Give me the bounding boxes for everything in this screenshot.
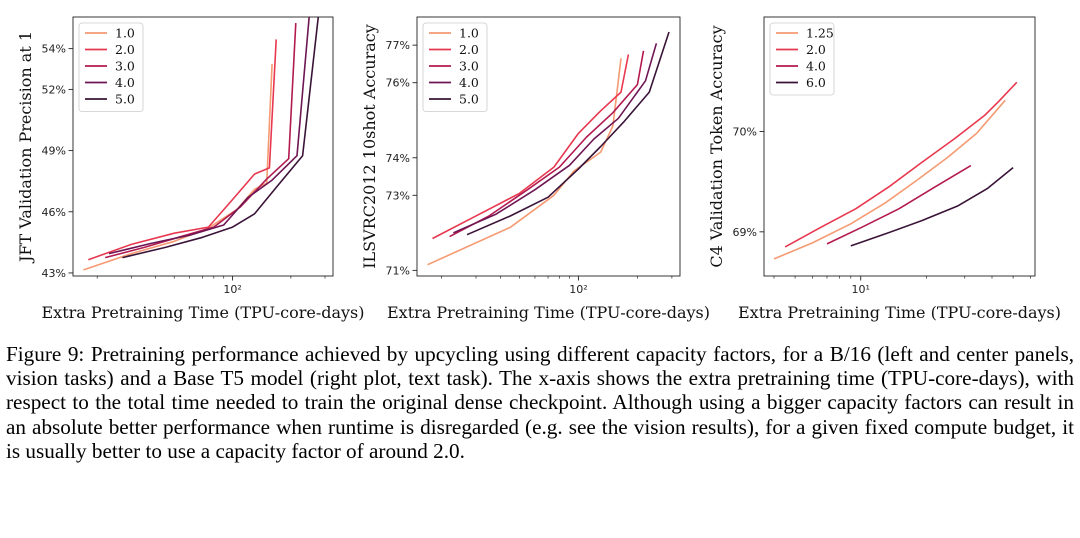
legend-label: 4.0	[115, 75, 135, 90]
series-line-3-0	[104, 23, 297, 259]
y-tick-label: 71%	[386, 264, 410, 277]
legend-label: 1.0	[459, 26, 479, 41]
x-axis-label: Extra Pretraining Time (TPU-core-days)	[387, 303, 710, 322]
y-tick-label: 70%	[733, 125, 757, 138]
y-tick-label: 73%	[386, 189, 410, 202]
legend-label: 1.25	[806, 26, 834, 41]
y-tick-label: 43%	[42, 267, 66, 280]
legend-label: 3.0	[115, 59, 135, 74]
chart-panel-3: 10¹ 69% 70% 1.252.0 4.06.0 Extra Pretraining …	[707, 16, 1061, 322]
legend-label: 3.0	[459, 59, 479, 74]
y-axis-label: JFT Validation Precision at 1	[16, 31, 35, 264]
legend-label: 5.0	[115, 92, 135, 107]
legend-label: 2.0	[115, 42, 135, 57]
y-tick-label: 76%	[386, 77, 410, 90]
legend-label: 2.0	[806, 42, 826, 57]
legend: 1.252.0 4.06.0	[769, 22, 835, 96]
x-axis-label: Extra Pretraining Time (TPU-core-days)	[42, 303, 365, 322]
y-tick-label: 46%	[42, 206, 66, 219]
y-tick-label: 77%	[386, 39, 410, 52]
series-line-2-0	[784, 81, 1018, 248]
x-tick-label: 10²	[569, 283, 587, 296]
legend-label: 2.0	[459, 42, 479, 57]
legend-box	[78, 22, 144, 112]
x-axis-label: Extra Pretraining Time (TPU-core-days)	[738, 303, 1061, 322]
legend-label: 1.0	[115, 26, 135, 41]
series-line-4-0	[826, 164, 972, 245]
series-line-1-0	[83, 63, 273, 271]
chart-panel-2: 10² 71% 73% 74% 76% 77% 1.02.0 3.04.0 5.0 Extra P…	[360, 16, 710, 322]
series-line-5-0	[466, 31, 670, 236]
legend-label: 6.0	[806, 75, 826, 90]
y-axis-label: C4 Validation Token Accuracy	[707, 25, 726, 267]
y-axis-label: ILSVRC2012 10shot Accuracy	[360, 24, 379, 269]
legend-label: 4.0	[806, 59, 826, 74]
axes-frame	[416, 16, 681, 277]
legend: 1.02.0 3.04.0 5.0	[422, 22, 488, 112]
y-tick-label: 54%	[42, 43, 66, 56]
series-line-3-0	[449, 50, 645, 238]
series-line-2-0	[432, 54, 630, 240]
figure-caption: Figure 9: Pretraining performance achiev…	[6, 342, 1074, 463]
chart-panel-1: 10² 43% 46% 49% 52% 54% 1.02.0 3.04.0 5.0 Extra P…	[16, 16, 365, 322]
series-line-4-0	[453, 43, 658, 234]
figure-panels: 10² 43% 46% 49% 52% 54% 1.0 2.0 3.0 4.0 5.0 Extra P…	[16, 16, 1061, 322]
series-line-6-0	[850, 166, 1014, 247]
legend-label: 4.0	[459, 75, 479, 90]
legend-label: 5.0	[459, 92, 479, 107]
series-line-2-0	[88, 39, 277, 261]
axes-frame	[763, 16, 1036, 277]
y-tick-label: 69%	[733, 226, 757, 239]
series-line-1-25	[773, 99, 1006, 260]
series-line-4-0	[108, 17, 310, 255]
legend: 1.02.0 3.04.0 5.0	[78, 22, 144, 112]
legend-box	[422, 22, 488, 112]
series-line-1-0	[427, 58, 622, 266]
x-tick-label: 10²	[223, 283, 241, 296]
axes-frame	[72, 16, 334, 277]
legend-box	[769, 22, 835, 96]
y-tick-label: 52%	[42, 83, 66, 96]
x-tick-label: 10¹	[852, 283, 870, 296]
y-tick-label: 49%	[42, 145, 66, 158]
y-tick-label: 74%	[386, 152, 410, 165]
series-line-5-0	[122, 17, 320, 259]
